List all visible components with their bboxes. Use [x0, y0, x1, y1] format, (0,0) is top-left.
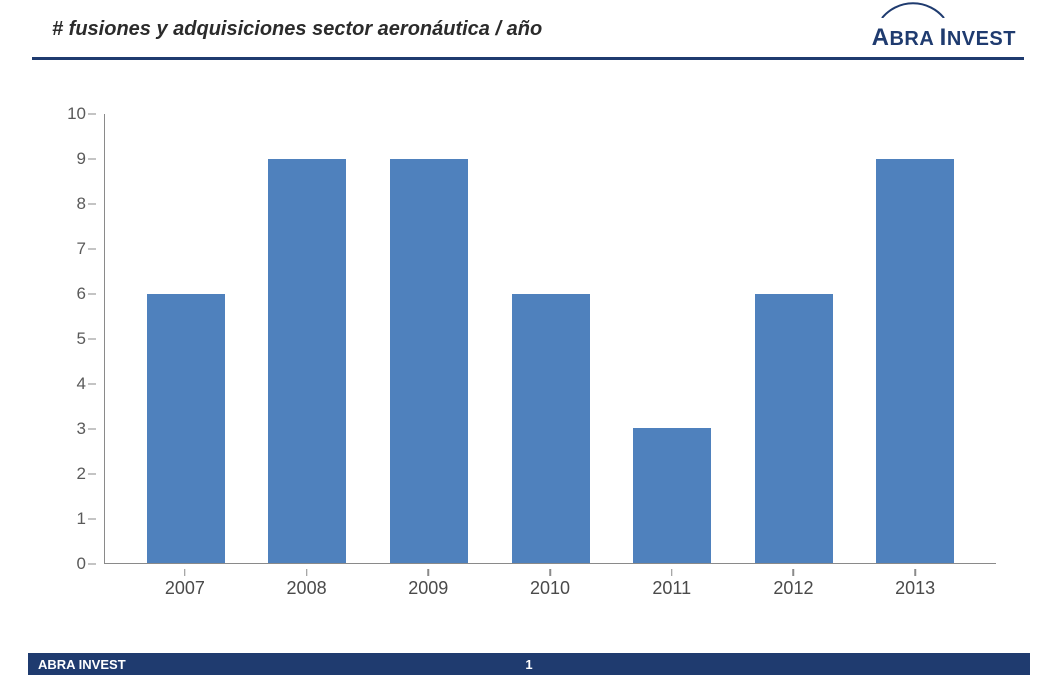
bar: [147, 294, 225, 563]
y-tick-label: 3: [56, 419, 86, 439]
y-tick-mark: [88, 338, 96, 340]
footer-left-text: ABRA INVEST: [38, 657, 126, 672]
y-tick-mark: [88, 158, 96, 160]
bar: [390, 159, 468, 563]
y-tick-label: 2: [56, 464, 86, 484]
x-tick-mark: [914, 569, 916, 576]
page-title: # fusiones y adquisiciones sector aeroná…: [32, 18, 1008, 41]
x-tick-label: 2010: [489, 570, 611, 610]
y-axis-ticks: 012345678910: [56, 114, 104, 564]
y-tick-label: 4: [56, 374, 86, 394]
bars-container: [105, 114, 996, 563]
bar: [876, 159, 954, 563]
y-tick-label: 0: [56, 554, 86, 574]
x-tick-mark: [793, 569, 795, 576]
brand-logo: ABRA INVEST: [872, 0, 1016, 52]
x-tick-label: 2013: [854, 570, 976, 610]
bar: [512, 294, 590, 563]
y-tick-mark: [88, 563, 96, 565]
bar-slot: [611, 114, 733, 563]
x-axis-labels: 2007200820092010201120122013: [104, 570, 996, 610]
bar: [755, 294, 833, 563]
y-tick-mark: [88, 518, 96, 520]
y-tick-mark: [88, 293, 96, 295]
y-tick-label: 8: [56, 194, 86, 214]
x-tick-label: 2007: [124, 570, 246, 610]
x-tick-label: 2009: [367, 570, 489, 610]
bar-slot: [490, 114, 612, 563]
logo-text: ABRA INVEST: [872, 24, 1016, 52]
bar: [633, 428, 711, 563]
y-tick-mark: [88, 203, 96, 205]
y-tick-label: 6: [56, 284, 86, 304]
y-tick-mark: [88, 428, 96, 430]
bar: [268, 159, 346, 563]
x-tick-label: 2008: [246, 570, 368, 610]
y-tick-mark: [88, 113, 96, 115]
plot-area: [104, 114, 996, 564]
x-tick-mark: [671, 569, 673, 576]
y-tick-mark: [88, 383, 96, 385]
header-underline: [32, 57, 1024, 60]
y-tick-label: 5: [56, 329, 86, 349]
y-tick-label: 1: [56, 509, 86, 529]
y-tick-mark: [88, 248, 96, 250]
bar-slot: [854, 114, 976, 563]
y-tick-label: 10: [56, 104, 86, 124]
x-tick-mark: [306, 569, 308, 576]
x-tick-label: 2012: [733, 570, 855, 610]
footer-page-number: 1: [525, 657, 532, 672]
logo-arc-icon: [878, 0, 948, 18]
footer-bar: ABRA INVEST 1: [28, 653, 1030, 675]
header: # fusiones y adquisiciones sector aeroná…: [0, 0, 1040, 60]
y-tick-label: 7: [56, 239, 86, 259]
bar-slot: [125, 114, 247, 563]
bar-slot: [247, 114, 369, 563]
x-tick-mark: [428, 569, 430, 576]
x-tick-label: 2011: [611, 570, 733, 610]
x-tick-mark: [184, 569, 186, 576]
y-tick-label: 9: [56, 149, 86, 169]
bar-slot: [368, 114, 490, 563]
bar-chart: 0 1 2 3 4 5 6 7 8 9 10 200720082009201020112012201…: [56, 100, 1006, 610]
x-tick-mark: [549, 569, 551, 576]
bar-slot: [733, 114, 855, 563]
y-tick-mark: [88, 473, 96, 475]
